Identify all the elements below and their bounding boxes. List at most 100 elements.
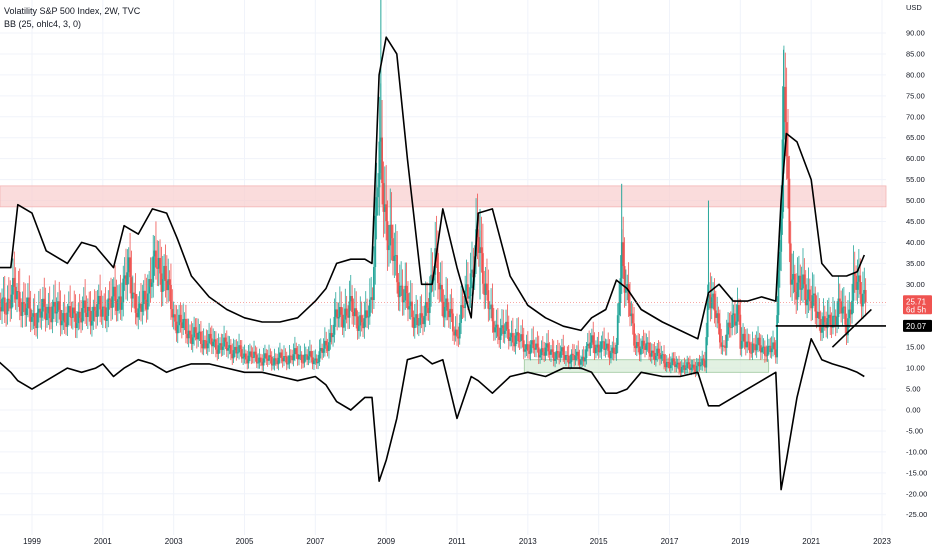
time-axis[interactable]: 1999 2001 2003 2005 2007 2009 2011 2013 2015 2017… — [23, 537, 891, 546]
candle-body — [614, 353, 616, 355]
candle-body — [91, 320, 93, 326]
candle-body — [0, 307, 2, 312]
candle-body — [401, 285, 404, 303]
candle-body — [340, 306, 343, 315]
candle-body — [223, 337, 225, 347]
candle-body — [140, 303, 142, 312]
candle-body — [698, 362, 701, 367]
candle-body — [832, 315, 834, 328]
resistance-zone — [0, 185, 887, 208]
candle-body — [443, 306, 446, 318]
candle-body — [7, 298, 10, 300]
candle-body — [311, 357, 314, 365]
candle-body — [402, 300, 405, 303]
candle-body — [638, 346, 641, 355]
candle-body — [535, 343, 537, 350]
candle-body — [795, 291, 798, 300]
candle-body — [438, 283, 441, 290]
candle-body — [735, 321, 738, 326]
candle-body — [840, 301, 843, 314]
candle-body — [307, 356, 310, 360]
candle-body — [363, 318, 366, 329]
candle-body — [754, 344, 757, 351]
candle-body — [468, 296, 471, 299]
candle-body — [780, 218, 783, 252]
candle-body — [126, 272, 129, 285]
candle-body — [736, 304, 739, 322]
candle-body — [89, 310, 92, 326]
price-badge-value: 25.71 — [906, 297, 927, 306]
candle-body — [578, 359, 581, 365]
candle-body — [214, 339, 217, 350]
candle-body — [349, 296, 352, 302]
candle-body — [750, 352, 753, 354]
candle-body — [442, 301, 445, 318]
candle-body — [170, 284, 172, 310]
candle-body — [728, 322, 731, 328]
trend-line — [831, 308, 872, 348]
candle-body — [675, 364, 678, 368]
candle-body — [73, 307, 76, 314]
bollinger-bands — [0, 36, 866, 491]
candle-body — [385, 204, 388, 222]
candle-body — [531, 340, 533, 345]
candle-body — [701, 358, 704, 366]
candle-body — [446, 298, 449, 311]
candle-body — [502, 325, 505, 334]
x-tick-label: 2021 — [802, 537, 820, 546]
price-axis[interactable]: USD 90.00 85.00 80.00 75.00 70.00 65.00 60.00 5… — [906, 3, 927, 519]
candle-body — [39, 308, 42, 318]
candle-body — [789, 243, 792, 285]
candle-body — [768, 345, 770, 347]
candle-body — [408, 306, 411, 310]
candle-body — [635, 342, 638, 349]
indicator-label[interactable]: BB (25, ohlc4, 3, 0) — [4, 19, 82, 29]
candle-body — [247, 355, 250, 364]
currency-label: USD — [906, 3, 922, 12]
x-tick-label: 2003 — [165, 537, 183, 546]
candle-body — [71, 307, 74, 318]
candle-body — [194, 327, 197, 333]
candle-body — [486, 283, 488, 291]
x-tick-label: 2007 — [306, 537, 324, 546]
candle-body — [111, 296, 114, 308]
candle-body — [652, 350, 655, 353]
candle-body — [276, 360, 279, 365]
candle-body — [217, 345, 220, 354]
candle-body — [348, 301, 351, 318]
candle-body — [747, 341, 750, 343]
candle-body — [581, 356, 584, 361]
candle-body — [413, 318, 416, 329]
candle-body — [570, 353, 573, 363]
candle-body — [521, 334, 524, 341]
candle-body — [610, 352, 612, 359]
x-tick-label: 2015 — [590, 537, 608, 546]
candle-body — [257, 362, 260, 364]
y-tick-label: -25.00 — [906, 510, 927, 519]
candle-body — [501, 325, 503, 328]
candle-body — [682, 365, 685, 367]
candle-body — [51, 306, 54, 323]
candle-body — [234, 346, 236, 351]
candle-body — [857, 275, 860, 282]
candle-body — [744, 341, 747, 348]
candle-body — [186, 333, 189, 339]
candle-body — [650, 350, 653, 357]
x-tick-label: 2005 — [236, 537, 254, 546]
candle-body — [862, 293, 864, 307]
candle-body — [829, 314, 832, 325]
candle-body — [125, 275, 127, 285]
candle-body — [660, 354, 663, 359]
candle-body — [77, 311, 80, 324]
candle-body — [723, 345, 725, 347]
candle-body — [303, 354, 306, 363]
candle-body — [705, 337, 708, 368]
candle-body — [291, 356, 294, 361]
candle-body — [405, 285, 408, 294]
candle-body — [383, 204, 386, 212]
candle-body — [661, 354, 664, 356]
candle-body — [863, 290, 866, 294]
candle-body — [122, 278, 125, 303]
candle-body — [687, 362, 690, 365]
